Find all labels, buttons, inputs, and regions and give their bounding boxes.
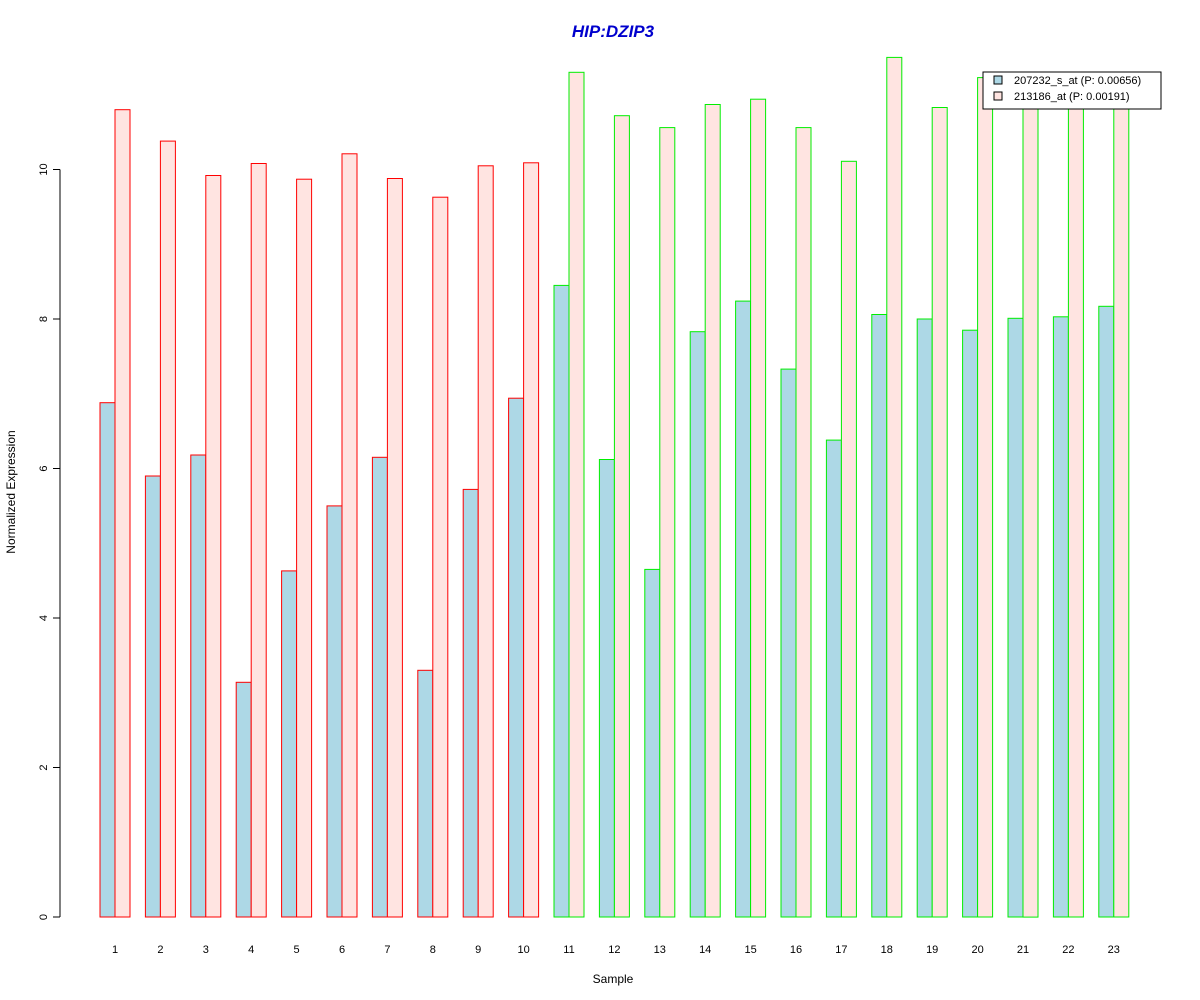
bar-series-1-sample-1 bbox=[99, 402, 116, 918]
bar-series-1-sample-22 bbox=[1052, 316, 1069, 918]
x-tick-label-3: 3 bbox=[203, 944, 209, 956]
bar-series-1-sample-19 bbox=[916, 318, 933, 918]
y-axis: 0 2 4 6 8 10 bbox=[38, 163, 61, 920]
bar-series-2-sample-14 bbox=[704, 104, 721, 918]
bar-series-2-sample-19 bbox=[931, 107, 948, 918]
x-tick-label-1: 1 bbox=[112, 944, 118, 956]
x-tick-label-14: 14 bbox=[699, 944, 711, 956]
bar-series-2-sample-8 bbox=[432, 196, 449, 918]
chart-title: HIP:DZIP3 bbox=[572, 22, 655, 41]
bar-series-2-sample-11 bbox=[568, 71, 585, 918]
legend: 207232_s_at (P: 0.00656) 213186_at (P: 0… bbox=[982, 71, 1162, 110]
x-tick-label-8: 8 bbox=[430, 944, 436, 956]
x-tick-label-12: 12 bbox=[608, 944, 620, 956]
x-tick-label-6: 6 bbox=[339, 944, 345, 956]
bar-series-1-sample-13 bbox=[644, 568, 661, 918]
bar-series-1-sample-23 bbox=[1098, 305, 1115, 918]
bar-series-2-sample-4 bbox=[250, 163, 267, 918]
bar-series-2-sample-22 bbox=[1067, 101, 1084, 918]
x-tick-label-15: 15 bbox=[744, 944, 756, 956]
bar-series-1-sample-3 bbox=[190, 454, 207, 918]
x-tick-label-11: 11 bbox=[563, 944, 574, 956]
x-tick-label-2: 2 bbox=[157, 944, 163, 956]
x-tick-label-23: 23 bbox=[1108, 944, 1120, 956]
y-axis-label: Normalized Expression bbox=[4, 430, 18, 553]
legend-label-series-2: 213186_at (P: 0.00191) bbox=[1014, 91, 1130, 103]
y-tick-label-0: 0 bbox=[38, 914, 50, 920]
x-tick-label-18: 18 bbox=[881, 944, 893, 956]
bar-series-1-sample-2 bbox=[144, 475, 161, 918]
bar-series-2-sample-3 bbox=[205, 175, 222, 918]
x-tick-label-16: 16 bbox=[790, 944, 802, 956]
bar-series-1-sample-18 bbox=[871, 314, 888, 918]
bar-series-1-sample-6 bbox=[326, 505, 343, 918]
bar-series-2-sample-15 bbox=[750, 98, 767, 918]
x-tick-label-9: 9 bbox=[475, 944, 481, 956]
x-axis-label: Sample bbox=[593, 972, 634, 986]
bar-series-1-sample-16 bbox=[780, 368, 797, 918]
x-tick-label-5: 5 bbox=[294, 944, 300, 956]
bar-series-1-sample-12 bbox=[598, 459, 615, 918]
bar-series-1-sample-7 bbox=[371, 456, 388, 918]
bar-series-1-sample-17 bbox=[825, 439, 842, 918]
bar-series-2-sample-12 bbox=[613, 115, 630, 918]
bar-series-2-sample-18 bbox=[886, 56, 903, 918]
bar-series-2-sample-20 bbox=[977, 77, 994, 918]
y-tick-label-10: 10 bbox=[38, 163, 50, 175]
bar-series-1-sample-21 bbox=[1007, 317, 1024, 918]
bar-series-1-sample-4 bbox=[235, 681, 252, 918]
x-tick-label-19: 19 bbox=[926, 944, 938, 956]
x-tick-label-22: 22 bbox=[1062, 944, 1074, 956]
bar-series-1-sample-8 bbox=[417, 669, 434, 918]
bar-series-2-sample-2 bbox=[159, 140, 176, 918]
bar-series-1-sample-20 bbox=[962, 329, 979, 918]
y-tick-label-2: 2 bbox=[38, 764, 50, 770]
bar-series-1-sample-11 bbox=[553, 284, 570, 918]
bar-series-2-sample-13 bbox=[659, 127, 676, 918]
bar-series-1-sample-15 bbox=[735, 300, 752, 918]
bar-series-2-sample-6 bbox=[341, 153, 358, 918]
bar-series-1-sample-5 bbox=[281, 570, 298, 918]
bar-series-1-sample-10 bbox=[508, 397, 525, 918]
bar-series-2-sample-1 bbox=[114, 109, 131, 918]
bar-series-2-sample-5 bbox=[296, 178, 313, 918]
x-tick-label-20: 20 bbox=[971, 944, 983, 956]
bar-series-2-sample-7 bbox=[386, 178, 403, 918]
bar-series-1-sample-9 bbox=[462, 488, 479, 918]
x-tick-label-4: 4 bbox=[248, 944, 254, 956]
legend-swatch-series-1 bbox=[993, 75, 1003, 85]
y-tick-label-4: 4 bbox=[38, 615, 50, 621]
x-tick-labels: 1 2 3 4 5 6 7 8 9 10 11 12 13 14 15 16 17 18 19 20 21 22 23 bbox=[112, 944, 1120, 956]
x-tick-label-7: 7 bbox=[384, 944, 390, 956]
x-tick-label-13: 13 bbox=[654, 944, 666, 956]
bar-series-2-sample-9 bbox=[477, 165, 494, 918]
legend-label-series-1: 207232_s_at (P: 0.00656) bbox=[1014, 75, 1141, 87]
x-tick-label-10: 10 bbox=[517, 944, 529, 956]
y-tick-label-6: 6 bbox=[38, 465, 50, 471]
bar-series-2-sample-21 bbox=[1022, 94, 1039, 918]
bar-series-2-sample-10 bbox=[523, 162, 540, 918]
x-tick-label-17: 17 bbox=[835, 944, 847, 956]
bar-series-2-sample-23 bbox=[1113, 101, 1130, 918]
x-tick-label-21: 21 bbox=[1017, 944, 1029, 956]
bars-layer bbox=[99, 56, 1130, 918]
legend-box bbox=[982, 71, 1162, 110]
bar-series-2-sample-16 bbox=[795, 127, 812, 918]
y-tick-label-8: 8 bbox=[38, 316, 50, 322]
legend-swatch-series-2 bbox=[993, 91, 1003, 101]
bar-series-1-sample-14 bbox=[689, 331, 706, 918]
bar-series-2-sample-17 bbox=[840, 160, 857, 918]
